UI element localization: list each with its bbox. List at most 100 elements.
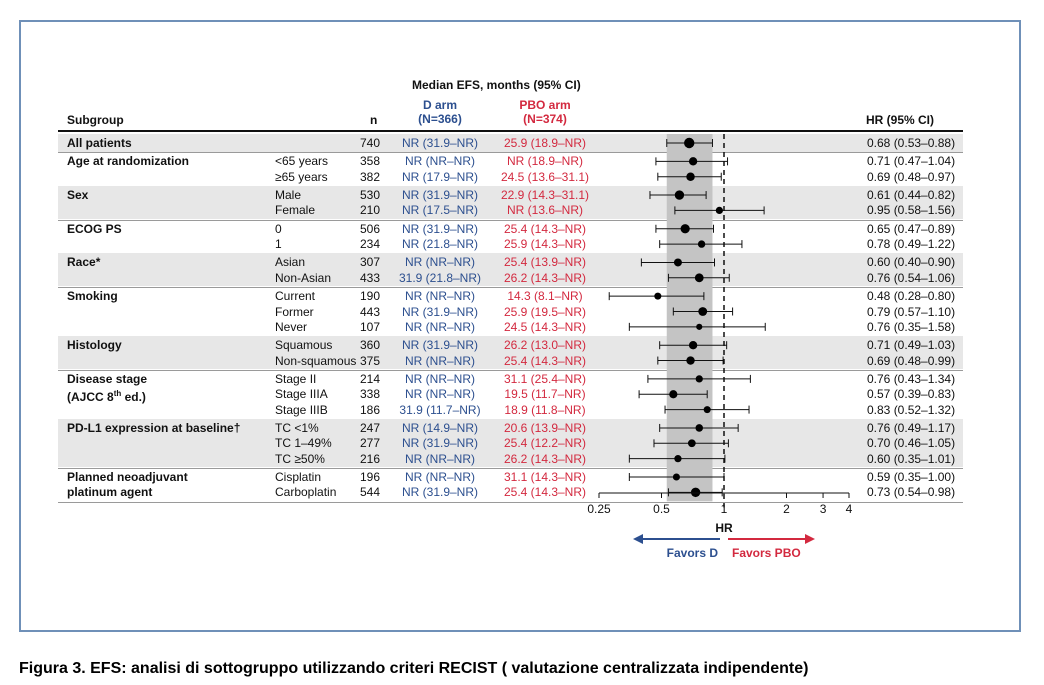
pbo-arm-efs: 26.2 (14.3–NR) [503, 451, 587, 466]
group-name: Histology [67, 338, 122, 353]
hr-ci-value: 0.71 (0.47–1.04) [867, 154, 956, 169]
group-name: Sex [67, 188, 89, 203]
subgroup-level: <65 years [275, 154, 329, 169]
pbo-arm-efs: 24.5 (14.3–NR) [503, 319, 587, 334]
n-value: 107 [360, 319, 381, 334]
d-arm-efs: NR (31.9–NR) [401, 221, 479, 236]
hr-ci-value: 0.65 (0.47–0.89) [867, 221, 956, 236]
pbo-arm-efs: 20.6 (13.9–NR) [503, 420, 587, 435]
hr-ci-value: 0.95 (0.58–1.56) [867, 203, 956, 218]
hr-ci-value: 0.76 (0.54–1.06) [867, 270, 956, 285]
group-band [58, 336, 963, 369]
pbo-arm-efs: 25.9 (14.3–NR) [503, 237, 587, 252]
hr-point [687, 439, 696, 448]
hr-point [703, 406, 711, 414]
group-name: Race* [67, 255, 101, 270]
hr-point [695, 375, 703, 383]
n-value: 530 [360, 188, 381, 203]
efs-column-title: Median EFS, months (95% CI) [412, 78, 581, 92]
header-rule [58, 130, 963, 132]
hr-ci-value: 0.60 (0.40–0.90) [867, 255, 956, 270]
n-value: 216 [360, 451, 381, 466]
subgroup-level: Never [275, 319, 308, 334]
hr-ci-value: 0.59 (0.35–1.00) [867, 470, 956, 484]
group-name: ECOG PS [67, 221, 122, 236]
pbo-arm-efs: 26.2 (14.3–NR) [503, 270, 587, 285]
hr-ci-value: 0.70 (0.46–1.05) [867, 436, 956, 451]
d-arm-efs: NR (NR–NR) [405, 154, 475, 169]
hr-ci-value: 0.83 (0.52–1.32) [867, 402, 956, 417]
n-value: 196 [360, 470, 381, 484]
subgroup-level: Current [275, 289, 316, 304]
hr-ci-value: 0.76 (0.35–1.58) [867, 319, 956, 334]
hr-ci-value: 0.78 (0.49–1.22) [867, 237, 956, 252]
subgroup-level: Squamous [275, 338, 333, 353]
group-divider [58, 369, 963, 371]
hr-point [680, 224, 690, 234]
hr-ci-value: 0.68 (0.53–0.88) [867, 136, 956, 150]
n-value: 338 [360, 387, 381, 402]
group-name: Smoking [67, 289, 118, 304]
pbo-arm-efs: 25.4 (14.3–NR) [503, 485, 587, 500]
hr-ci-value: 0.73 (0.54–0.98) [867, 485, 956, 500]
subgroup-level: Non-squamous [275, 353, 357, 368]
pbo-arm-efs: 18.9 (11.8–NR) [504, 402, 586, 417]
subgroup-level: Former [275, 304, 314, 319]
d-arm-efs: NR (21.8–NR) [401, 237, 479, 252]
pbo-arm-efs: 25.9 (19.5–NR) [503, 304, 587, 319]
d-arm-efs: NR (NR–NR) [405, 470, 475, 484]
n-value: 740 [360, 136, 381, 150]
x-tick-label: 1 [721, 502, 728, 516]
pbo-arm-efs: 24.5 (13.6–31.1) [500, 169, 590, 184]
hr-point [674, 190, 685, 200]
group-name: PD-L1 expression at baseline† [67, 420, 241, 435]
subgroup-level: Carboplatin [275, 485, 337, 500]
n-value: 210 [360, 203, 381, 218]
subgroup-level: Stage II [275, 371, 317, 386]
d-arm-efs: NR (31.9–NR) [401, 436, 479, 451]
n-value: 375 [360, 353, 381, 368]
hr-point [688, 157, 698, 166]
group-name: Planned neoadjuvant [67, 470, 188, 484]
subgroup-level: ≥65 years [275, 169, 328, 184]
d-arm-efs: NR (NR–NR) [405, 371, 475, 386]
hr-point [695, 424, 704, 432]
n-header: n [370, 113, 378, 127]
n-value: 382 [360, 169, 381, 184]
hr-ci-value: 0.69 (0.48–0.99) [867, 353, 956, 368]
hr-point [698, 307, 708, 316]
figure-frame [19, 20, 1021, 632]
group-name: Age at randomization [67, 154, 190, 169]
group-divider [58, 501, 963, 503]
hr-ci-value: 0.76 (0.49–1.17) [867, 420, 956, 435]
n-value: 190 [360, 289, 381, 304]
favors-d-label: Favors D [667, 546, 719, 560]
group-name: (AJCC 8th ed.) [67, 389, 146, 405]
hr-point [686, 172, 695, 181]
d-arm-efs: NR (31.9–NR) [401, 304, 479, 319]
group-divider [58, 287, 963, 289]
group-band [58, 253, 963, 287]
subgroup-level: TC <1% [275, 420, 319, 435]
pbo-arm-efs: 14.3 (8.1–NR) [507, 289, 583, 304]
d-arm-efs: NR (NR–NR) [405, 255, 475, 270]
pbo-arm-efs: 25.4 (13.9–NR) [503, 255, 587, 270]
hr-point [684, 137, 695, 149]
favors-pbo-arrowhead [805, 534, 815, 544]
hr-point [654, 292, 662, 300]
x-tick-label: 3 [820, 502, 827, 516]
hr-ci-value: 0.48 (0.28–0.80) [867, 289, 956, 304]
n-value: 186 [360, 402, 381, 417]
group-band [58, 186, 963, 219]
n-value: 277 [360, 436, 381, 451]
d-arm-efs: NR (NR–NR) [405, 387, 475, 402]
d-arm-efs: NR (31.9–NR) [401, 136, 479, 150]
subgroup-level: Female [275, 203, 316, 218]
subgroup-level: Non-Asian [275, 270, 332, 285]
pbo-arm-efs: 25.4 (14.3–NR) [503, 353, 587, 368]
hr-ci-value: 0.61 (0.44–0.82) [867, 188, 956, 203]
d-arm-efs: NR (31.9–NR) [401, 485, 479, 500]
hr-point [694, 273, 704, 283]
hr-ci-value: 0.71 (0.49–1.03) [867, 338, 956, 353]
subgroup-level: TC 1–49% [275, 436, 332, 451]
